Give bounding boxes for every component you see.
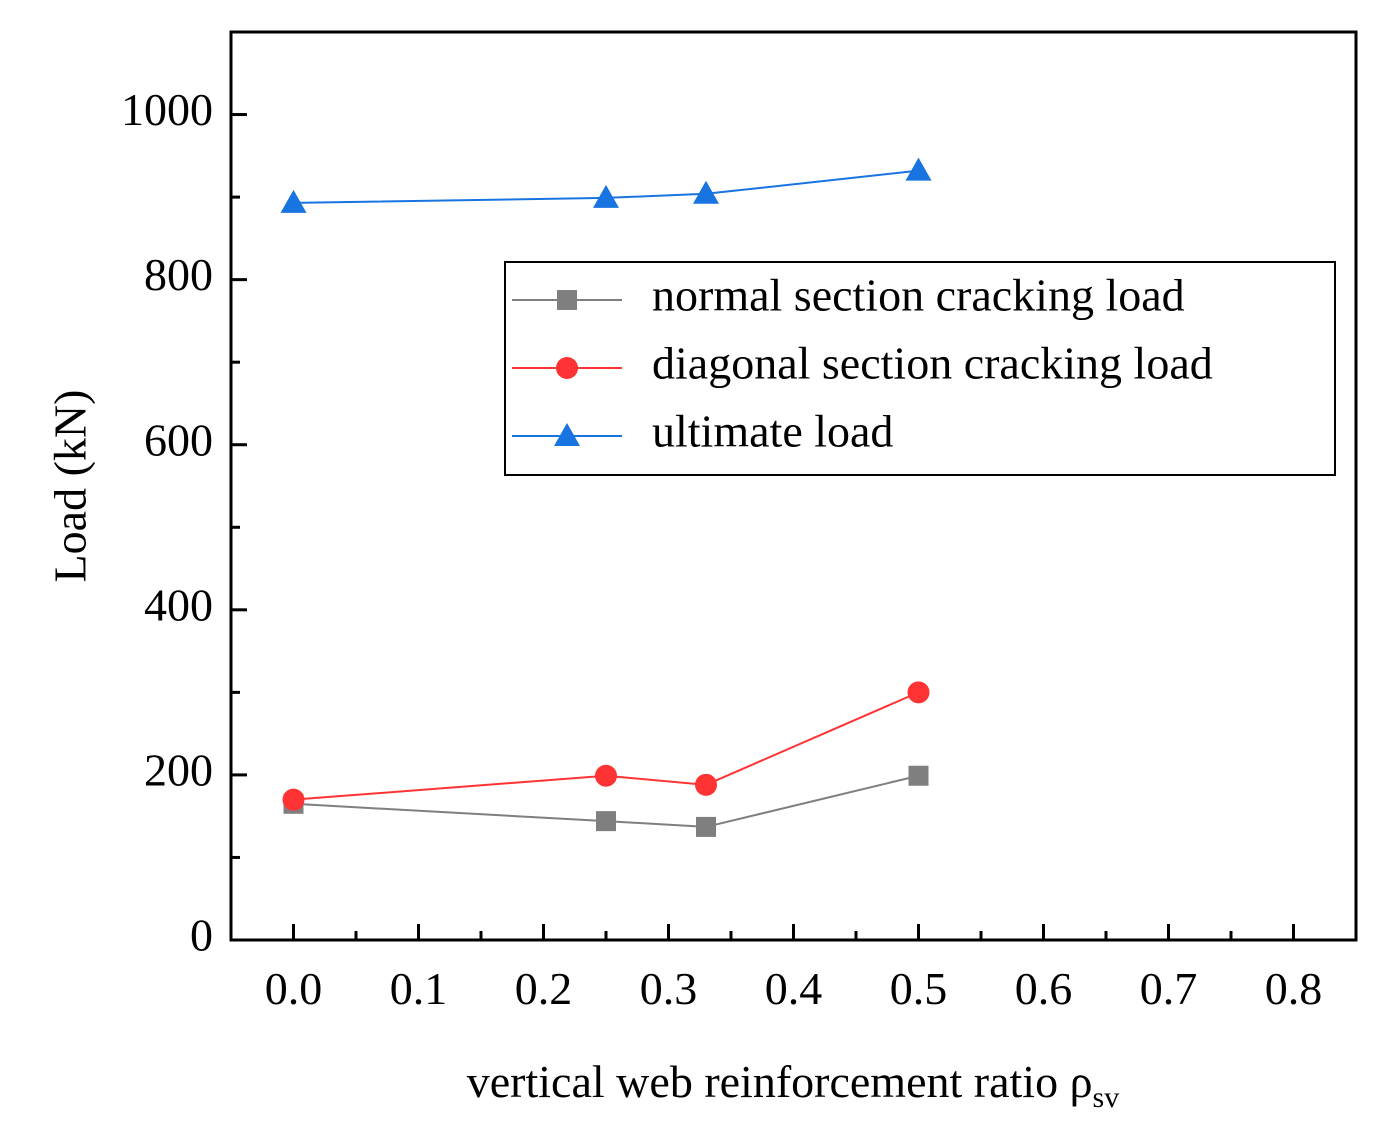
legend-marker bbox=[554, 423, 580, 446]
x-axis-label-main: vertical web reinforcement ratio ρ bbox=[467, 1056, 1093, 1107]
series-3 bbox=[280, 157, 932, 213]
major-ticks bbox=[231, 113, 1295, 942]
legend-entry: diagonal section cracking load bbox=[512, 338, 1213, 389]
tick-labels: 0.0 0.1 0.2 0.3 0.4 0.5 0.6 0.7 0.8 0 200 400 600 800… bbox=[121, 84, 1322, 1014]
data-point bbox=[280, 189, 307, 213]
y-tick-label: 1000 bbox=[121, 84, 213, 135]
y-tick-label: 0 bbox=[190, 910, 213, 961]
legend-label: ultimate load bbox=[652, 406, 893, 457]
x-tick-label: 0.5 bbox=[890, 963, 948, 1014]
x-tick-label: 0.1 bbox=[390, 963, 448, 1014]
x-axis-label: vertical web reinforcement ratio ρsv bbox=[467, 1056, 1119, 1114]
legend-entry: normal section cracking load bbox=[512, 270, 1185, 321]
x-tick-label: 0.0 bbox=[265, 963, 323, 1014]
y-tick-label: 600 bbox=[144, 414, 213, 465]
x-tick-label: 0.8 bbox=[1265, 963, 1323, 1014]
series-line bbox=[293, 774, 919, 828]
legend-box bbox=[504, 261, 1336, 476]
series-line bbox=[293, 169, 919, 204]
data-point bbox=[696, 816, 716, 837]
legend-label: normal section cracking load bbox=[652, 270, 1185, 321]
legend-marker bbox=[557, 290, 577, 310]
legend-entries: normal section cracking load diagonal sec… bbox=[512, 270, 1213, 457]
x-tick-label: 0.4 bbox=[765, 963, 823, 1014]
legend: normal section cracking load diagonal sec… bbox=[504, 261, 1336, 476]
data-point bbox=[693, 180, 719, 204]
data-point bbox=[282, 788, 305, 811]
data-point bbox=[907, 681, 930, 704]
y-tick-label: 400 bbox=[144, 579, 213, 630]
data-point bbox=[905, 157, 932, 181]
data-point bbox=[595, 764, 617, 787]
data-point bbox=[908, 765, 929, 786]
x-tick-label: 0.3 bbox=[640, 963, 698, 1014]
y-tick-label: 800 bbox=[144, 249, 213, 300]
plot-frame bbox=[229, 30, 1358, 942]
x-tick-label: 0.7 bbox=[1140, 963, 1198, 1014]
y-tick-label: 200 bbox=[144, 744, 213, 795]
data-point bbox=[596, 811, 616, 832]
data-point bbox=[695, 773, 717, 796]
series-2 bbox=[282, 681, 930, 811]
legend-entry: ultimate load bbox=[512, 406, 893, 457]
x-tick-label: 0.6 bbox=[1015, 963, 1073, 1014]
data-point bbox=[593, 184, 619, 208]
x-axis-label-subscript: sv bbox=[1093, 1081, 1120, 1114]
series-line bbox=[293, 691, 919, 801]
x-tick-label: 0.2 bbox=[515, 963, 573, 1014]
y-axis-label: Load (kN) bbox=[45, 390, 96, 583]
legend-marker bbox=[556, 357, 578, 379]
series-layer bbox=[280, 157, 932, 837]
legend-label: diagonal section cracking load bbox=[652, 338, 1213, 389]
